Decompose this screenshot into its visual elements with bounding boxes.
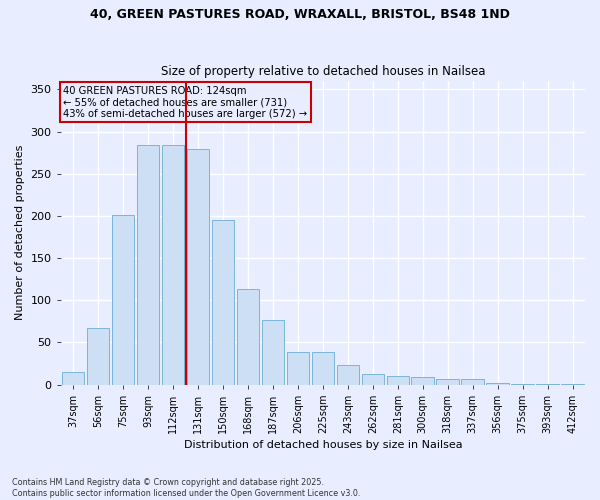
Bar bbox=[386, 376, 409, 384]
X-axis label: Distribution of detached houses by size in Nailsea: Distribution of detached houses by size … bbox=[184, 440, 462, 450]
Bar bbox=[162, 145, 184, 384]
Bar bbox=[412, 377, 434, 384]
Bar bbox=[436, 380, 459, 384]
Bar bbox=[112, 215, 134, 384]
Bar bbox=[187, 150, 209, 384]
Bar bbox=[487, 383, 509, 384]
Bar bbox=[137, 145, 160, 384]
Title: Size of property relative to detached houses in Nailsea: Size of property relative to detached ho… bbox=[161, 66, 485, 78]
Text: Contains HM Land Registry data © Crown copyright and database right 2025.
Contai: Contains HM Land Registry data © Crown c… bbox=[12, 478, 361, 498]
Text: 40 GREEN PASTURES ROAD: 124sqm
← 55% of detached houses are smaller (731)
43% of: 40 GREEN PASTURES ROAD: 124sqm ← 55% of … bbox=[64, 86, 307, 119]
Text: 40, GREEN PASTURES ROAD, WRAXALL, BRISTOL, BS48 1ND: 40, GREEN PASTURES ROAD, WRAXALL, BRISTO… bbox=[90, 8, 510, 20]
Y-axis label: Number of detached properties: Number of detached properties bbox=[15, 145, 25, 320]
Bar bbox=[337, 365, 359, 384]
Bar bbox=[461, 378, 484, 384]
Bar bbox=[262, 320, 284, 384]
Bar bbox=[87, 328, 109, 384]
Bar bbox=[62, 372, 85, 384]
Bar bbox=[362, 374, 384, 384]
Bar bbox=[311, 352, 334, 384]
Bar bbox=[212, 220, 234, 384]
Bar bbox=[287, 352, 309, 384]
Bar bbox=[237, 290, 259, 384]
